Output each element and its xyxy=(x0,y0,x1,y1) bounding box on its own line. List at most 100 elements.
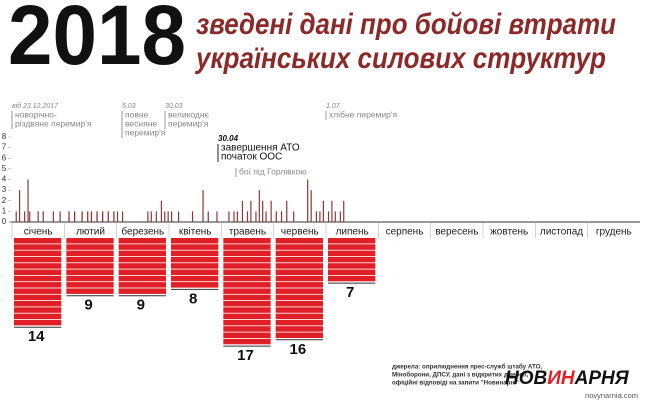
bar xyxy=(293,211,295,222)
list-row xyxy=(275,250,323,257)
bar xyxy=(121,211,124,222)
list-row xyxy=(14,319,62,326)
list-row xyxy=(328,256,376,263)
annotation-date: від 23.12.2017 xyxy=(12,102,59,110)
bar xyxy=(343,200,345,222)
bar xyxy=(164,211,166,222)
casualty-list xyxy=(14,238,62,326)
bar xyxy=(147,211,149,222)
bar xyxy=(310,190,312,222)
list-row xyxy=(223,301,271,307)
list-row xyxy=(66,244,114,250)
bar xyxy=(150,211,152,222)
list-row xyxy=(223,244,271,250)
list-row xyxy=(223,282,271,288)
list-row xyxy=(14,294,62,301)
list-row xyxy=(171,238,219,244)
list-row xyxy=(275,238,323,244)
annotation-date: 5.03 xyxy=(122,103,136,110)
list-total: 7 xyxy=(346,284,354,301)
list-row xyxy=(14,275,62,282)
bar xyxy=(327,211,330,222)
list-total: 14 xyxy=(28,328,45,345)
annotation-date: 30.04 xyxy=(218,134,239,143)
list-row xyxy=(118,244,166,250)
list-row xyxy=(118,282,166,288)
bar xyxy=(207,211,209,222)
list-row xyxy=(275,307,323,313)
bar xyxy=(280,211,283,222)
month-label: серпень xyxy=(386,227,424,238)
list-row xyxy=(223,263,271,269)
bar xyxy=(228,211,230,222)
list-row xyxy=(223,275,271,282)
list-row xyxy=(118,250,166,257)
list-row xyxy=(275,294,323,301)
logo-part: НОВ xyxy=(505,368,548,389)
list-row xyxy=(171,263,219,269)
annotation-text: різдвяне перемир'я xyxy=(15,118,92,128)
bar xyxy=(96,211,98,222)
list-row xyxy=(171,275,219,282)
list-row xyxy=(275,269,323,275)
bar xyxy=(24,211,26,222)
bar xyxy=(246,211,249,222)
month-label: липень xyxy=(336,227,369,238)
y-tick-label: 0 xyxy=(2,217,7,226)
casualty-list xyxy=(171,238,219,288)
bar xyxy=(236,211,238,222)
bar xyxy=(73,211,76,222)
list-row xyxy=(171,282,219,288)
list-row xyxy=(171,244,219,250)
list-row xyxy=(223,294,271,301)
list-row xyxy=(328,250,376,257)
casualty-list xyxy=(275,238,323,338)
annotation-text: завершення АТО xyxy=(221,143,300,154)
bar xyxy=(107,211,109,222)
list-row xyxy=(118,263,166,269)
bar xyxy=(275,211,277,222)
bar xyxy=(29,211,31,222)
list-row xyxy=(14,256,62,263)
list-row xyxy=(223,313,271,320)
month-label: жовтень xyxy=(490,227,528,238)
y-tick-label: 7 xyxy=(2,143,7,152)
logo-part: ИН xyxy=(547,368,576,389)
bar xyxy=(18,190,21,222)
list-row xyxy=(328,275,376,282)
list-row xyxy=(14,307,62,313)
list-row xyxy=(118,275,166,282)
list-row xyxy=(223,250,271,257)
list-row xyxy=(223,332,271,338)
subtitle: зведені дані про бойові втрати xyxy=(196,8,616,41)
month-label: листопад xyxy=(540,227,583,238)
list-total: 16 xyxy=(289,341,306,358)
list-row xyxy=(223,269,271,275)
annotation-text: хлібне перемир'я xyxy=(329,109,397,119)
list-row xyxy=(328,244,376,250)
bar xyxy=(191,211,194,222)
bar xyxy=(15,211,17,222)
bar xyxy=(262,200,264,222)
list-row xyxy=(275,275,323,282)
bar xyxy=(160,200,163,222)
bar xyxy=(87,211,89,222)
list-total: 9 xyxy=(84,297,92,314)
bar xyxy=(331,200,333,222)
bar xyxy=(315,211,318,222)
source-text: джерела: оприлюднення прес-служб штабу А… xyxy=(392,364,542,371)
bar xyxy=(171,211,173,222)
list-row xyxy=(14,301,62,307)
list-row xyxy=(14,263,62,269)
month-label: червень xyxy=(281,227,319,238)
logo-part: АРНЯ xyxy=(574,368,630,389)
annotation-text: великоднє xyxy=(168,109,210,119)
list-row xyxy=(223,256,271,263)
bar xyxy=(216,211,218,222)
list-row xyxy=(275,319,323,326)
annotation-text: бої під Горлівкою xyxy=(239,166,307,176)
source-text: офіційні відповіді на запити "Новинарні" xyxy=(392,380,519,387)
list-total: 9 xyxy=(137,297,145,314)
logo: НОВИНАРНЯ xyxy=(505,368,630,389)
list-row xyxy=(118,256,166,263)
